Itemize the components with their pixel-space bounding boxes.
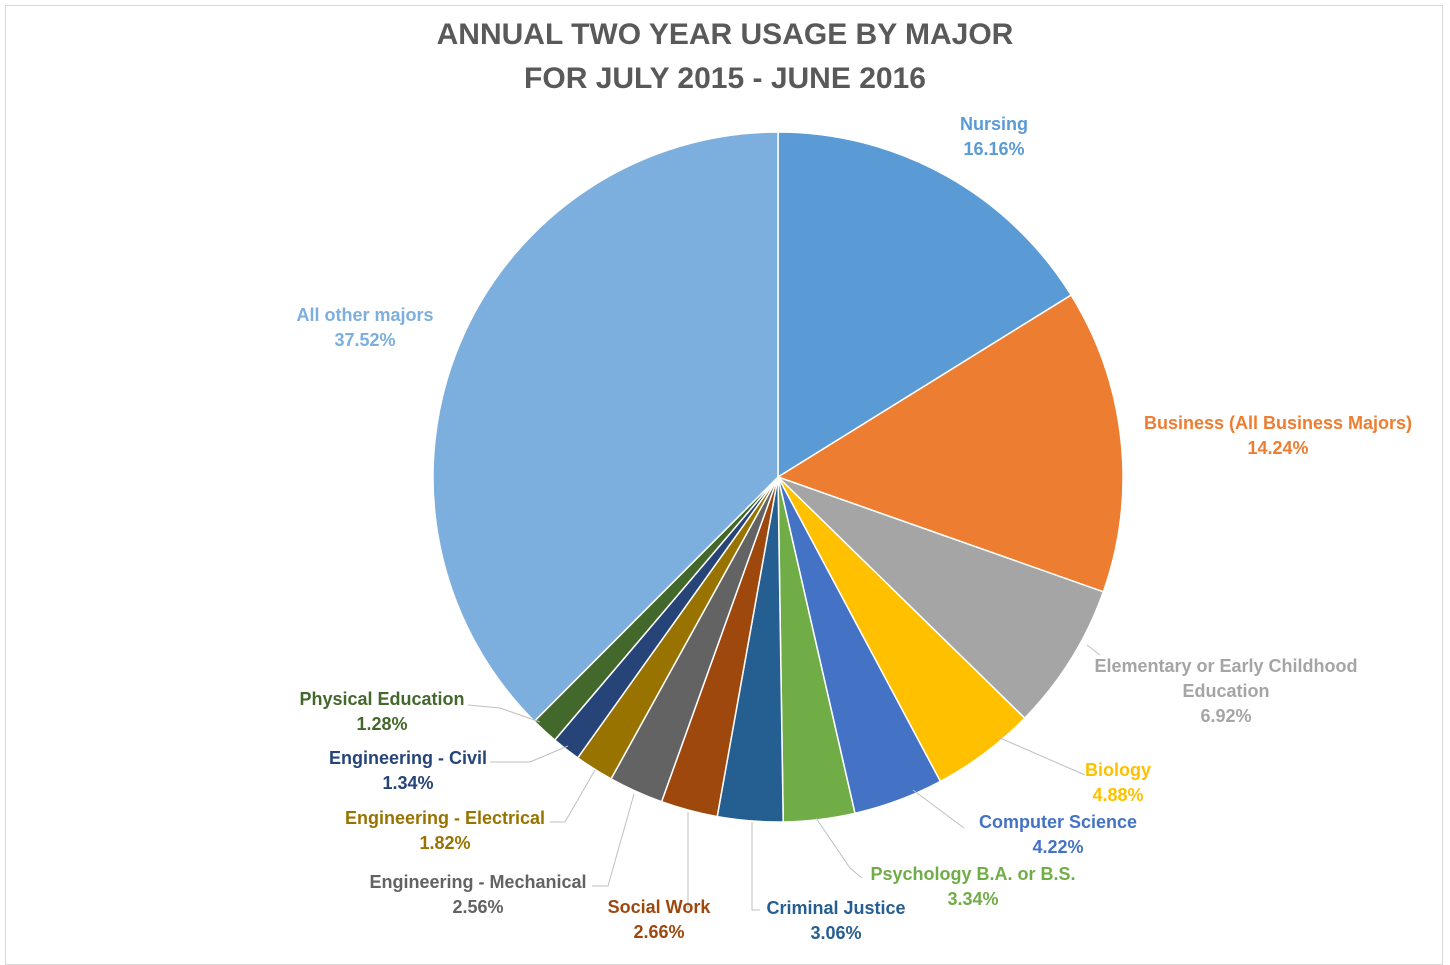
data-label-value: 2.56% (452, 897, 503, 917)
data-label-value: 14.24% (1247, 438, 1308, 458)
data-label-category: Engineering - Civil (329, 748, 487, 768)
data-label-category: Business (All Business Majors) (1144, 413, 1412, 433)
data-label-category: All other majors (296, 305, 433, 325)
data-label-value: 1.82% (419, 833, 470, 853)
chart-title-line-2: FOR JULY 2015 - JUNE 2016 (524, 62, 926, 95)
data-label-value: 6.92% (1200, 706, 1251, 726)
data-label-value: 37.52% (334, 330, 395, 350)
data-label-category: Psychology B.A. or B.S. (870, 864, 1075, 884)
leader-line (751, 822, 760, 911)
data-label-value: 4.88% (1092, 785, 1143, 805)
data-label-value: 3.06% (810, 923, 861, 943)
leader-line (467, 704, 541, 723)
leader-line (592, 793, 635, 887)
pie-slices (432, 131, 1124, 823)
data-label-category: Education (1182, 681, 1269, 701)
leader-line (550, 769, 596, 823)
pie-slice-elementary-or-early-childhood-education (777, 476, 1105, 720)
data-label-category: Criminal Justice (766, 898, 905, 918)
data-label-value: 3.34% (947, 889, 998, 909)
pie-slice-all-other-majors (432, 131, 779, 723)
data-label-category: Computer Science (979, 812, 1137, 832)
data-label-category: Engineering - Electrical (345, 808, 545, 828)
data-label-category: Social Work (608, 897, 712, 917)
leader-line (912, 789, 965, 829)
leader-lines (467, 644, 1101, 911)
data-label-category: Nursing (960, 114, 1028, 134)
data-label-value: 1.34% (382, 773, 433, 793)
data-label-value: 1.28% (356, 714, 407, 734)
data-label-value: 4.22% (1032, 837, 1083, 857)
data-label-value: 16.16% (963, 139, 1024, 159)
leader-line (490, 745, 569, 763)
pie-slice-business-all-business-majors (776, 294, 1124, 593)
data-label-category: Physical Education (299, 689, 464, 709)
chart-title-line-1: ANNUAL TWO YEAR USAGE BY MAJOR (436, 18, 1014, 51)
data-labels: Nursing 16.16% Business (All Business Majo… (296, 114, 1412, 943)
data-label-value: 2.66% (633, 922, 684, 942)
leader-line (999, 737, 1086, 776)
leader-line (1086, 644, 1101, 656)
data-label-category: Biology (1085, 760, 1151, 780)
pie-slice-nursing (777, 131, 1073, 479)
data-label-category: Engineering - Mechanical (369, 872, 586, 892)
leader-line (815, 817, 863, 879)
data-label-category: Elementary or Early Childhood (1094, 656, 1357, 676)
